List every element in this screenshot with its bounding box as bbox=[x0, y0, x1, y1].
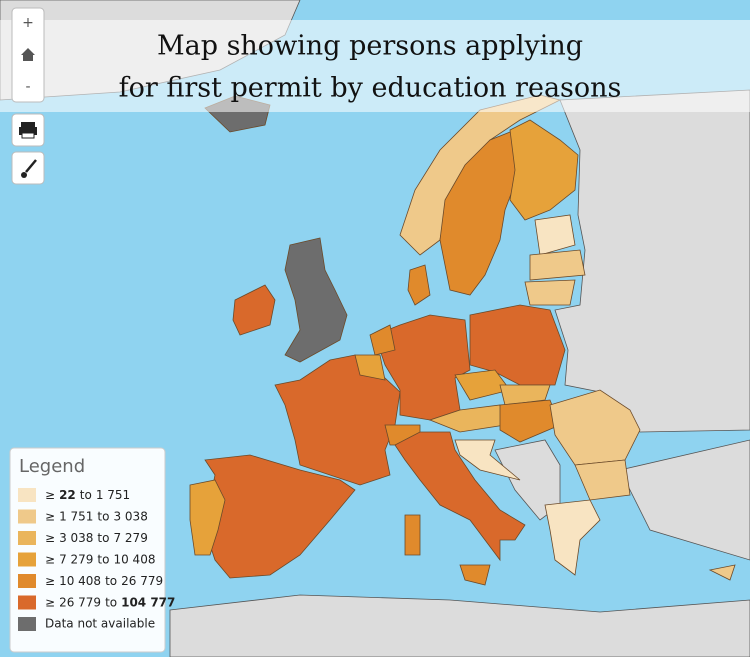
range-to: to bbox=[97, 531, 109, 545]
range-to: to bbox=[105, 574, 117, 588]
home-button[interactable] bbox=[21, 48, 35, 61]
legend: Legend ≥22 to 1 751 ≥ 1 751 to 3 038 ≥ 3 038 to 7 … bbox=[9, 447, 175, 653]
ge-symbol: ≥ bbox=[45, 509, 55, 523]
title-line: for first permit by education reasons bbox=[119, 73, 622, 104]
range-min: 7 279 bbox=[59, 552, 93, 566]
range-max: 104 777 bbox=[121, 595, 175, 609]
legend-label: ≥22 to 1 751 bbox=[45, 488, 130, 502]
title-band bbox=[0, 20, 750, 112]
range-to: to bbox=[105, 595, 117, 609]
legend-label: ≥26 779 to 104 777 bbox=[45, 595, 175, 609]
legend-label: ≥10 408 to 26 779 bbox=[45, 574, 163, 588]
ge-symbol: ≥ bbox=[45, 574, 55, 588]
range-to: to bbox=[97, 509, 109, 523]
legend-label: ≥7 279 to 10 408 bbox=[45, 552, 155, 566]
zoom-control: + - bbox=[11, 7, 45, 103]
range-min: 26 779 bbox=[59, 595, 101, 609]
range-to: to bbox=[80, 488, 92, 502]
ge-symbol: ≥ bbox=[45, 531, 55, 545]
zoom-in[interactable]: + bbox=[22, 15, 34, 31]
style-button[interactable] bbox=[11, 151, 45, 185]
legend-label: ≥3 038 to 7 279 bbox=[45, 531, 148, 545]
legend-swatch bbox=[18, 595, 36, 610]
range-to: to bbox=[97, 552, 109, 566]
legend-swatch bbox=[18, 574, 36, 588]
range-min: 1 751 bbox=[59, 509, 93, 523]
legend-label: ≥1 751 to 3 038 bbox=[45, 509, 148, 523]
range-min: 3 038 bbox=[59, 531, 93, 545]
legend-swatch bbox=[18, 552, 36, 567]
print-button[interactable] bbox=[11, 113, 45, 147]
legend-swatch bbox=[18, 531, 36, 545]
legend-swatch bbox=[18, 488, 36, 502]
legend-title: Legend bbox=[19, 456, 85, 477]
legend-swatch bbox=[18, 617, 36, 631]
legend-label: Data not available bbox=[45, 617, 155, 631]
ge-symbol: ≥ bbox=[45, 595, 55, 609]
range-min: 22 bbox=[59, 488, 76, 502]
range-max: 3 038 bbox=[113, 509, 147, 523]
range-min: 10 408 bbox=[59, 574, 101, 588]
range-max: 10 408 bbox=[113, 552, 155, 566]
range-max: 7 279 bbox=[113, 531, 147, 545]
title-line: Map showing persons applying bbox=[157, 31, 583, 62]
range-max: 26 779 bbox=[121, 574, 163, 588]
ge-symbol: ≥ bbox=[45, 488, 55, 502]
range-max: 1 751 bbox=[96, 488, 130, 502]
ge-symbol: ≥ bbox=[45, 552, 55, 566]
legend-swatch bbox=[18, 509, 36, 524]
zoom-out[interactable]: - bbox=[25, 79, 30, 95]
countries bbox=[189, 94, 736, 586]
